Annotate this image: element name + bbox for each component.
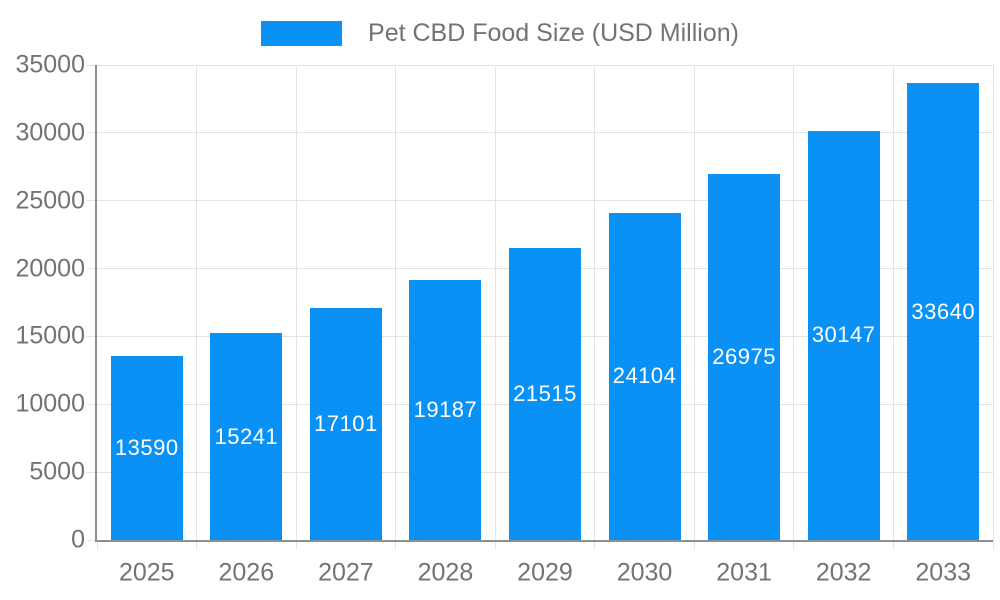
gridline-vertical [395,65,397,540]
bar-2032: 30147 [807,130,880,540]
bar-2025: 13590 [110,355,183,540]
x-axis-tick [494,540,496,550]
x-tick-label: 2027 [318,558,374,587]
gridline-vertical [494,65,496,540]
gridline-horizontal [97,200,993,202]
y-axis-tick [87,268,97,270]
x-axis-tick [395,540,397,550]
bar-2031: 26975 [708,173,781,540]
plot-area: 13590 15241 17101 19187 21515 24104 26975 30147… [87,64,994,550]
bar-value-label: 30147 [811,322,876,348]
legend-swatch [261,20,343,46]
y-axis-tick [87,471,97,473]
y-axis-tick [87,200,97,202]
bar-value-label: 24104 [612,363,677,389]
y-tick-label: 25000 [15,186,85,215]
gridline-vertical [992,65,994,540]
gridline-vertical [693,65,695,540]
y-tick-label: 15000 [15,321,85,350]
y-tick-label: 30000 [15,118,85,147]
y-axis-tick [87,539,97,541]
y-axis-tick [87,403,97,405]
y-axis-line [95,65,97,540]
gridline-vertical [892,65,894,540]
x-tick-label: 2033 [915,558,972,587]
bar-2030: 24104 [608,212,681,540]
bar-2029: 21515 [509,248,581,540]
bar-value-label: 26975 [712,343,776,369]
x-axis-tick [295,540,297,550]
bar-value-label: 13590 [114,434,179,460]
x-tick-label: 2025 [118,558,175,587]
x-axis-line [95,540,993,542]
bar-value-label: 15241 [214,423,279,449]
y-axis-tick [87,335,97,337]
gridline-vertical [295,65,297,540]
y-tick-label: 20000 [15,254,85,283]
y-axis-tick [87,64,97,66]
bar-2033: 33640 [907,83,980,540]
gridline-horizontal [97,132,993,134]
y-tick-label: 35000 [15,50,85,79]
x-axis-tick [594,540,596,550]
x-tick-label: 2031 [716,558,772,587]
y-axis-tick [87,132,97,134]
bar-value-label: 21515 [513,381,577,406]
x-tick-label: 2026 [218,558,275,587]
x-tick-label: 2032 [815,558,872,587]
bar-2028: 19187 [409,279,482,540]
gridline-vertical [793,65,795,540]
x-tick-label: 2030 [616,558,673,587]
x-axis-tick [793,540,795,550]
y-tick-label: 10000 [15,389,85,418]
x-axis-tick [693,540,695,550]
bar-value-label: 17101 [314,410,378,436]
legend-label: Pet CBD Food Size (USD Million) [368,18,739,47]
y-tick-label: 0 [71,525,85,554]
x-axis-tick [892,540,894,550]
x-tick-label: 2028 [417,558,474,587]
bar-value-label: 33640 [911,298,976,324]
x-axis-tick [96,540,98,550]
bar-2026: 15241 [210,333,283,540]
bar-value-label: 19187 [413,396,478,422]
x-tick-label: 2029 [517,558,573,587]
y-axis-labels: 0 5000 10000 15000 20000 25000 30000 35000 [0,51,85,554]
x-axis-tick [196,540,198,550]
x-axis-tick [992,540,994,550]
gridline-vertical [196,65,198,540]
legend[interactable]: Pet CBD Food Size (USD Million) [0,16,1000,50]
gridline-vertical [594,65,596,540]
gridline-horizontal [97,64,993,66]
x-axis-labels: 2025 2026 2027 2028 2029 2030 2031 2032 2033 [97,540,993,600]
y-tick-label: 5000 [29,457,85,486]
bar-2027: 17101 [309,307,382,540]
